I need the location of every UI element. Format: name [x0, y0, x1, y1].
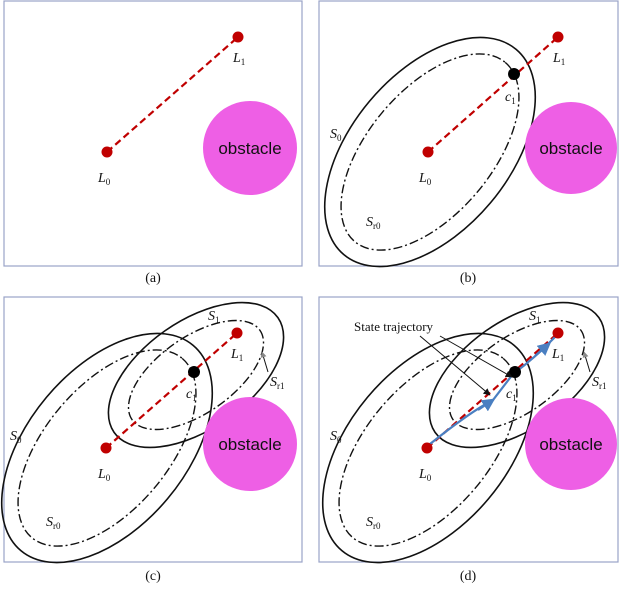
label-L1: L1 — [551, 347, 564, 363]
reference-line — [427, 36, 559, 153]
label-c1: c1 — [505, 90, 516, 106]
label-c1: c1 — [186, 387, 197, 403]
label-L0: L0 — [418, 171, 432, 187]
point-L0 — [100, 442, 112, 454]
state-trajectory-pointer-1 — [419, 335, 491, 396]
caption-d: (d) — [460, 569, 477, 584]
point-L1 — [232, 31, 244, 43]
ellipse-S0 — [321, 332, 535, 564]
panel-a: obstacle L0 L1 (a) — [3, 0, 303, 286]
point-c1 — [508, 68, 520, 80]
label-Sr0: Sr0 — [46, 515, 61, 531]
state-trajectory-arrow-2 — [534, 342, 552, 357]
panel-b: obstacle L0 L1 c1 S0 Sr0 (b) — [318, 0, 619, 286]
label-S1: S1 — [529, 309, 541, 325]
label-S0: S0 — [10, 429, 22, 445]
ellipse-S0 — [323, 36, 537, 268]
reference-line — [106, 36, 239, 153]
point-L1 — [552, 327, 564, 339]
label-Sr0: Sr0 — [366, 515, 381, 531]
label-S0: S0 — [330, 127, 342, 143]
obstacle-shape — [525, 102, 617, 194]
obstacle-label: obstacle — [218, 435, 281, 454]
obstacle-shape — [525, 398, 617, 490]
ellipse-Sr1 — [127, 319, 265, 431]
caption-b: (b) — [460, 271, 477, 286]
point-L0 — [421, 442, 433, 454]
point-L1 — [552, 31, 564, 43]
caption-c: (c) — [145, 569, 161, 584]
panel-c: obstacle L0 L1 c1 S1 Sr1 S0 Sr0 (c) — [0, 296, 303, 584]
point-L0 — [422, 146, 434, 158]
label-L0: L0 — [97, 467, 111, 483]
Sr1-pointer — [582, 351, 591, 373]
reference-line — [426, 332, 559, 449]
label-S0: S0 — [330, 429, 342, 445]
ellipse-Sr0 — [17, 349, 197, 547]
obstacle-label: obstacle — [539, 435, 602, 454]
state-trajectory-pointer-2 — [439, 335, 513, 378]
point-c1 — [188, 366, 200, 378]
state-trajectory-arrow-1 — [477, 398, 496, 412]
ellipse-S0 — [0, 332, 214, 564]
label-L1: L1 — [552, 51, 565, 67]
obstacle-label: obstacle — [539, 139, 602, 158]
label-Sr0: Sr0 — [366, 215, 381, 231]
ellipse-Sr1 — [448, 319, 586, 431]
label-Sr1: Sr1 — [592, 375, 607, 391]
label-Sr1: Sr1 — [270, 375, 285, 391]
obstacle-shape — [203, 101, 297, 195]
panel-d: obstacle L0 L1 c1 S1 Sr1 S0 Sr0 State tr… — [318, 296, 619, 584]
ellipse-Sr0 — [338, 349, 518, 547]
label-L1: L1 — [232, 51, 245, 67]
obstacle-shape — [203, 397, 297, 491]
state-trajectory-label: State trajectory — [354, 319, 434, 334]
caption-a: (a) — [145, 271, 161, 286]
point-L1 — [231, 327, 243, 339]
label-L0: L0 — [418, 467, 432, 483]
point-L0 — [101, 146, 113, 158]
label-L1: L1 — [230, 347, 243, 363]
obstacle-label: obstacle — [218, 139, 281, 158]
label-L0: L0 — [97, 171, 111, 187]
Sr1-pointer — [260, 351, 269, 373]
label-S1: S1 — [208, 309, 220, 325]
reference-line — [105, 332, 238, 449]
ellipse-Sr0 — [340, 53, 520, 251]
label-c1: c1 — [506, 387, 517, 403]
